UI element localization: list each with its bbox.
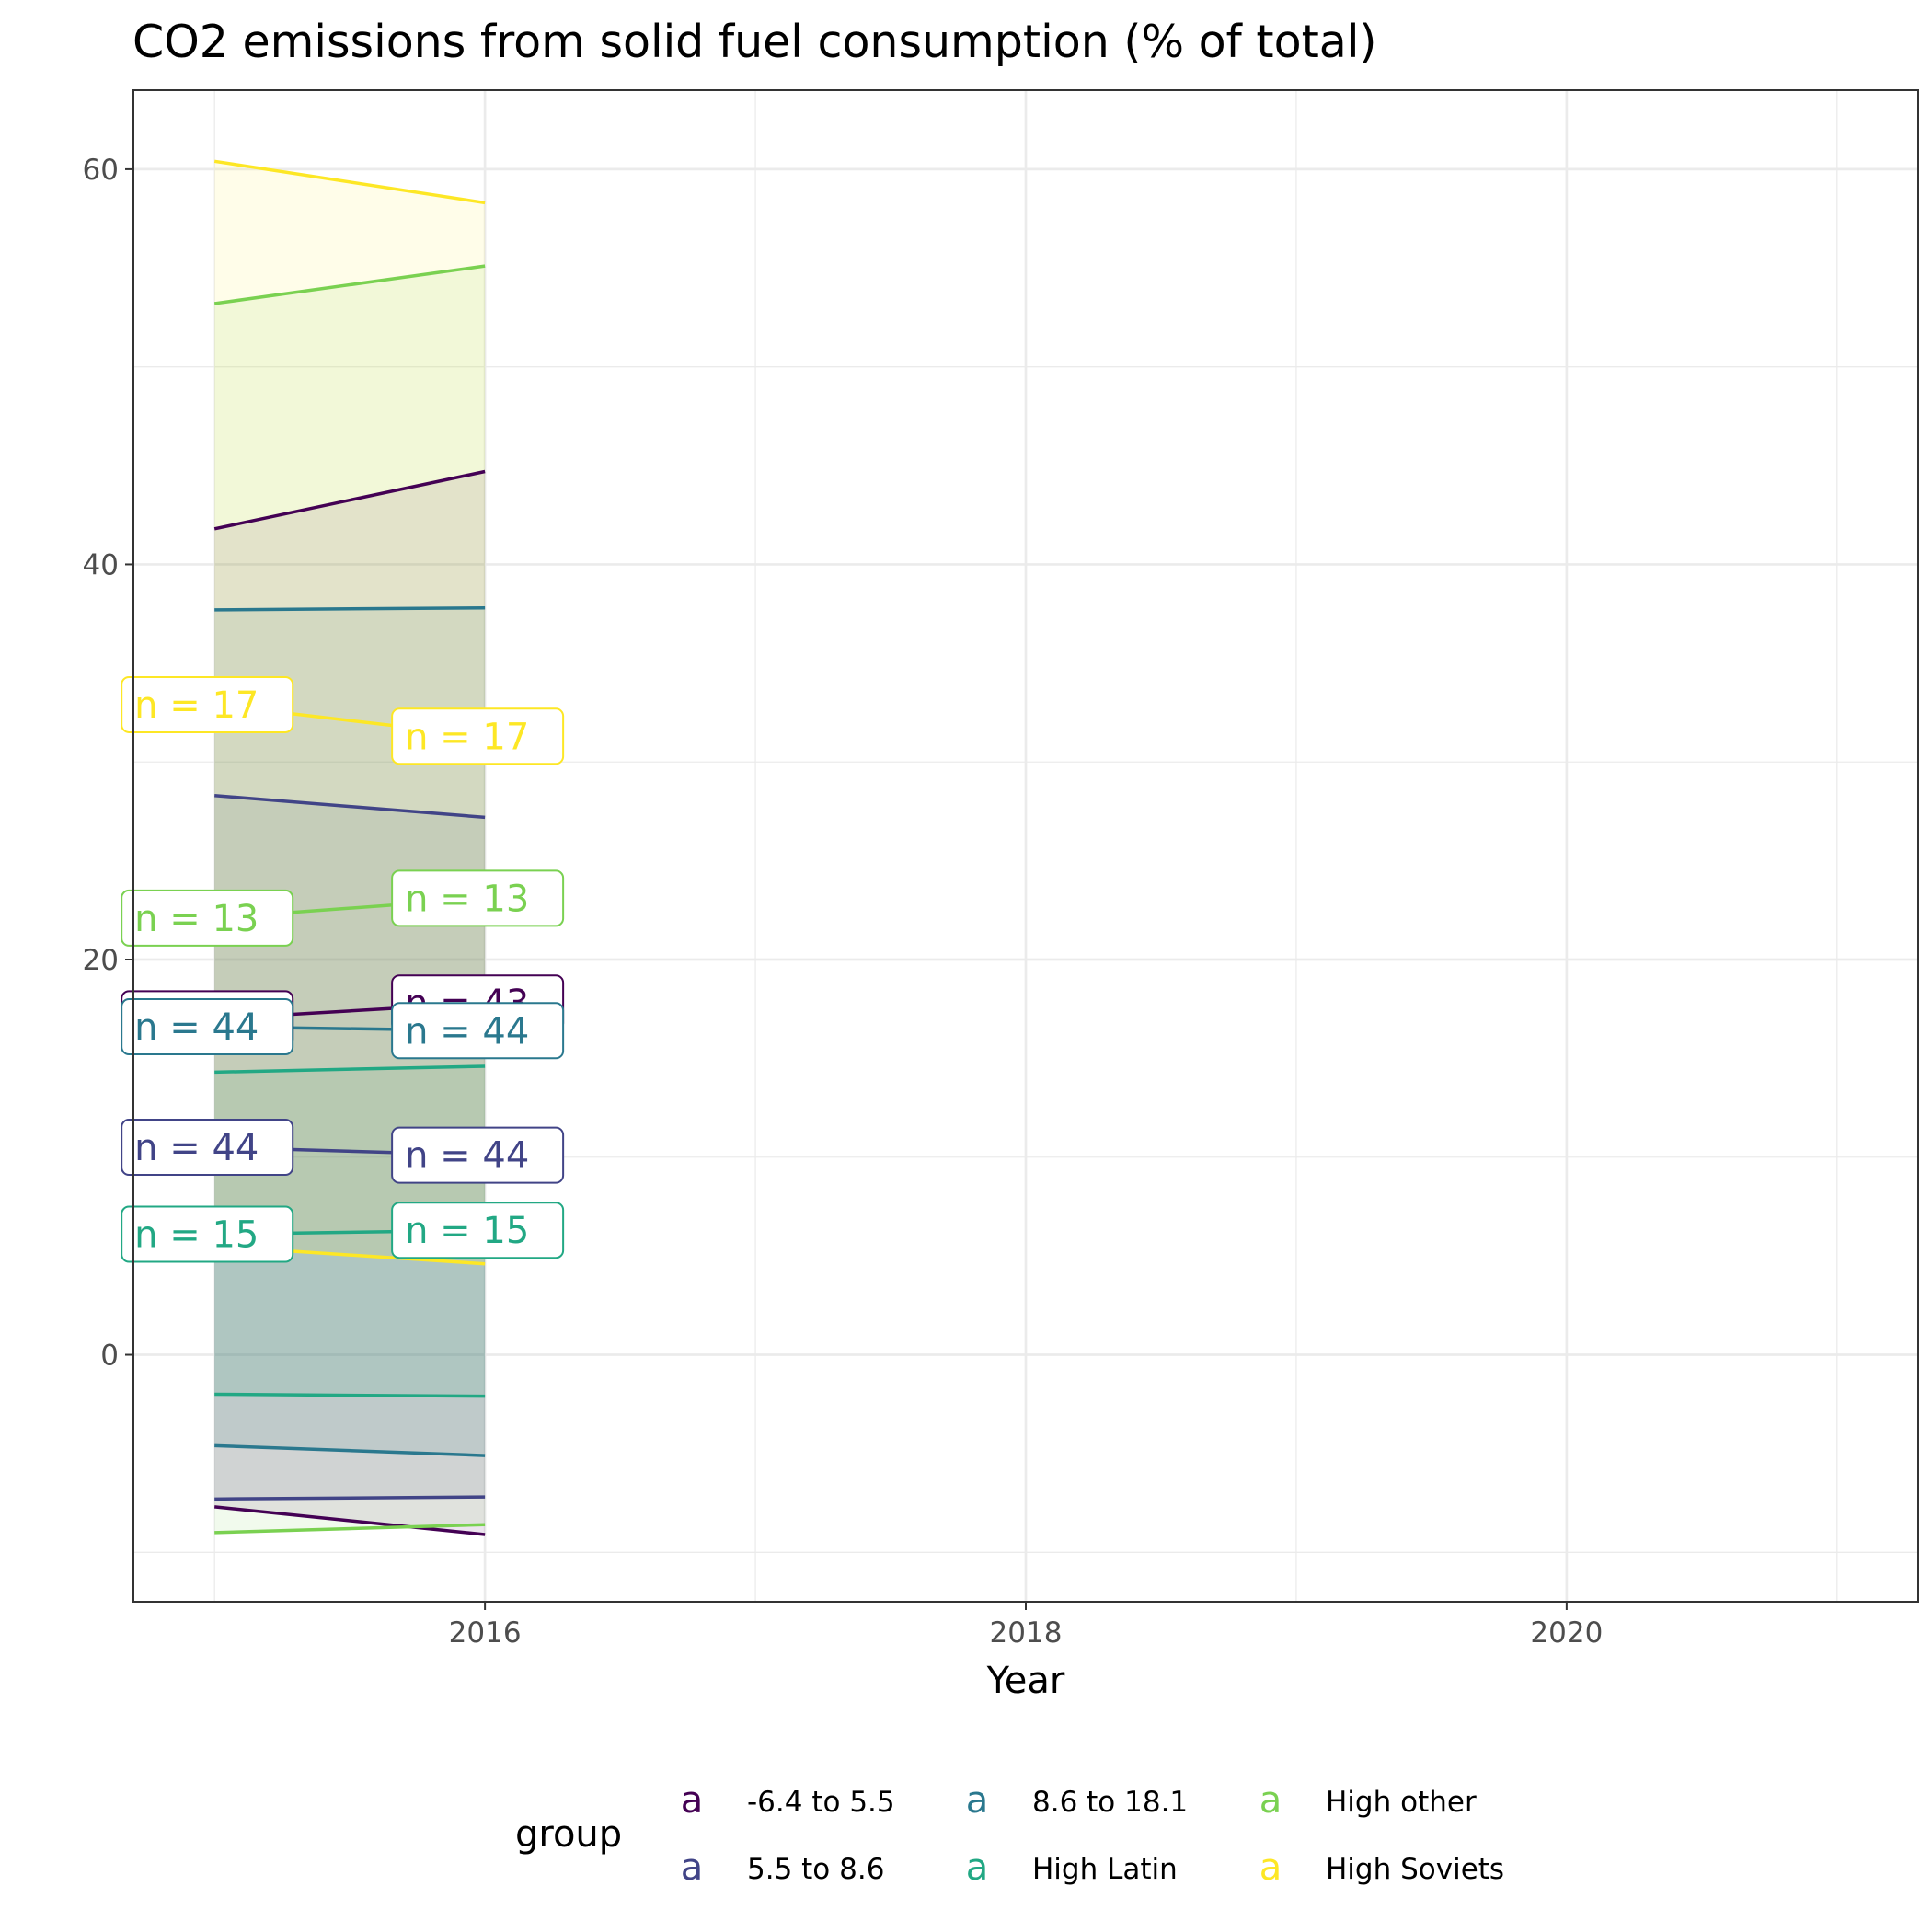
series-line-high	[214, 1064, 486, 1075]
legend-label: High Soviets	[1326, 1853, 1504, 1886]
chart-title: CO2 emissions from solid fuel consumptio…	[132, 16, 1377, 68]
legend-title: group	[515, 1813, 622, 1856]
series-line-low	[214, 1392, 486, 1398]
legend-key: a	[1259, 1779, 1282, 1822]
count-label-box	[391, 1126, 565, 1184]
count-label-text: n = 44	[134, 1006, 259, 1049]
y-tick-label: 40	[83, 548, 119, 581]
series-line-high	[214, 793, 486, 820]
count-label-box	[121, 998, 294, 1056]
series-line-low	[214, 1505, 486, 1536]
legend: a -6.4 to 5.5 a 5.5 to 8.6 a 8.6 to 18.1 a High…	[681, 1779, 1504, 1889]
count-label-text: n = 44	[405, 1010, 529, 1052]
ribbon-area	[214, 795, 486, 1500]
y-tick-label: 20	[83, 944, 119, 977]
legend-key: a	[681, 1846, 704, 1889]
legend-item: a -6.4 to 5.5	[681, 1779, 895, 1822]
count-label-box	[391, 707, 565, 765]
y-tick-label: 0	[100, 1340, 119, 1373]
count-label: n = 44	[391, 1002, 565, 1060]
series-line-low	[214, 1443, 486, 1457]
x-tick-label: 2020	[1530, 1616, 1603, 1650]
axis-ticks: 2016 2018 2020 0 20 40 60	[83, 154, 1604, 1650]
count-label-box	[121, 1205, 294, 1263]
series-line-high	[214, 605, 486, 612]
legend-item: a High Soviets	[1259, 1846, 1504, 1889]
count-label: n = 15	[391, 1202, 565, 1259]
legend-label: 8.6 to 18.1	[1032, 1786, 1188, 1819]
count-label: n = 13	[391, 869, 565, 927]
legend-item: a High other	[1259, 1779, 1477, 1822]
count-label-box	[391, 1002, 565, 1060]
count-label-box	[121, 1119, 294, 1177]
legend-item: a 5.5 to 8.6	[681, 1846, 885, 1889]
count-label: n = 17	[121, 675, 294, 733]
count-labels: n = 43n = 43n = 44n = 44n = 44n = 44n = …	[121, 675, 565, 1263]
count-label: n = 17	[391, 707, 565, 765]
count-label: n = 44	[121, 998, 294, 1056]
series-line-high	[213, 264, 486, 305]
count-label-text: n = 17	[134, 684, 259, 727]
count-label: n = 15	[121, 1205, 294, 1263]
count-label-box	[391, 869, 565, 927]
count-label: n = 44	[391, 1126, 565, 1184]
legend-label: High Latin	[1032, 1853, 1178, 1886]
count-label-text: n = 44	[405, 1135, 529, 1178]
legend-label: -6.4 to 5.5	[747, 1786, 895, 1819]
legend-label: 5.5 to 8.6	[747, 1853, 884, 1886]
legend-key: a	[1259, 1846, 1282, 1889]
count-label: n = 44	[121, 1119, 294, 1177]
ribbons	[214, 161, 486, 1535]
count-label-box	[121, 675, 294, 733]
count-label-text: n = 44	[134, 1127, 259, 1169]
x-axis-title: Year	[986, 1660, 1065, 1702]
legend-key: a	[966, 1779, 989, 1822]
x-tick-label: 2018	[990, 1616, 1063, 1650]
count-label-text: n = 15	[405, 1210, 529, 1252]
y-tick-label: 60	[83, 154, 119, 187]
legend-label: High other	[1326, 1786, 1477, 1819]
count-label: n = 13	[121, 889, 294, 947]
x-tick-label: 2016	[449, 1616, 522, 1650]
count-label-text: n = 17	[405, 716, 529, 758]
series-line-low	[214, 1523, 486, 1535]
count-label-text: n = 13	[405, 878, 529, 920]
legend-key: a	[966, 1846, 989, 1889]
count-label-text: n = 15	[134, 1214, 259, 1257]
count-label-box	[121, 889, 294, 947]
series-line-high	[213, 159, 486, 205]
legend-item: a 8.6 to 18.1	[966, 1779, 1188, 1822]
count-label-box	[391, 1202, 565, 1259]
legend-item: a High Latin	[966, 1846, 1178, 1889]
series-line-low	[214, 1495, 486, 1501]
series-line-high	[213, 469, 486, 531]
count-label-text: n = 13	[134, 898, 259, 940]
legend-key: a	[681, 1779, 704, 1822]
